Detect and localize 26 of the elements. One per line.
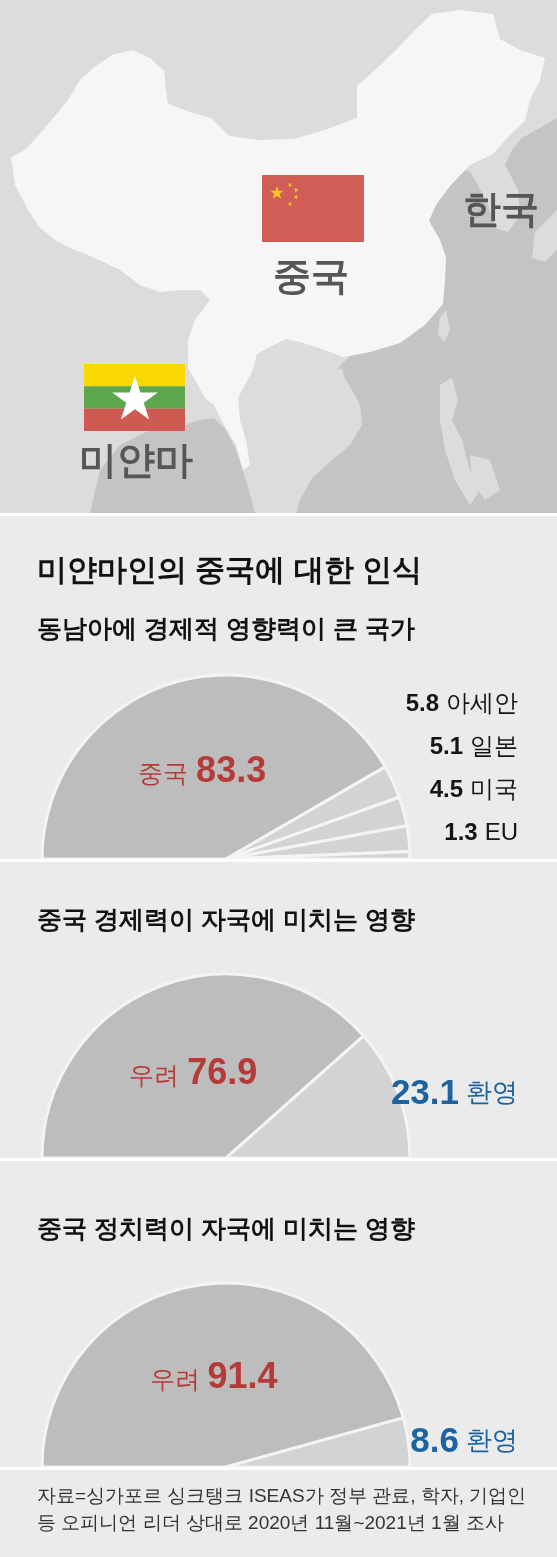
text: 한국 bbox=[463, 188, 539, 230]
data-label: 83.3 bbox=[196, 749, 267, 791]
slice-label: 우려 bbox=[129, 1060, 180, 1089]
slice-label: 미국 bbox=[470, 775, 518, 802]
slice-label: 환영 bbox=[466, 1076, 518, 1107]
data-label: 1.3 bbox=[444, 818, 478, 845]
text: 자료=싱가포르 싱크탱크 ISEAS가 정부 관료, 학자, 기업인 등 오피니언 리더 상대로 2020년 11월~2021년 1월 조사 bbox=[37, 1485, 527, 1533]
data-label: 23.1 bbox=[390, 1071, 459, 1111]
chart-title: 미얀마인의 중국에 대한 인식 bbox=[37, 553, 423, 586]
data-label: 5.1 bbox=[429, 732, 463, 759]
slice-label: 중국 bbox=[138, 759, 189, 788]
chart-subtitle: 동남아에 경제적 영향력이 큰 국가 bbox=[37, 614, 415, 642]
slice-label: 환영 bbox=[466, 1425, 518, 1455]
slice-label: 일본 bbox=[470, 732, 518, 759]
chart-title: 중국 경제력이 자국에 미치는 영향 bbox=[37, 905, 415, 933]
text: 미얀마 bbox=[79, 439, 193, 481]
slice-label: 우려 bbox=[149, 1364, 200, 1393]
data-label: 76.9 bbox=[187, 1050, 258, 1092]
chart-title: 중국 정치력이 자국에 미치는 영향 bbox=[37, 1214, 415, 1242]
slice-label: EU bbox=[484, 818, 518, 845]
slice-label: 아세안 bbox=[446, 689, 518, 716]
data-label: 91.4 bbox=[207, 1354, 278, 1396]
text: 중국 bbox=[273, 255, 349, 297]
data-label: 8.6 bbox=[410, 1420, 459, 1459]
data-label: 4.5 bbox=[429, 775, 463, 802]
data-label: 5.8 bbox=[405, 689, 439, 716]
